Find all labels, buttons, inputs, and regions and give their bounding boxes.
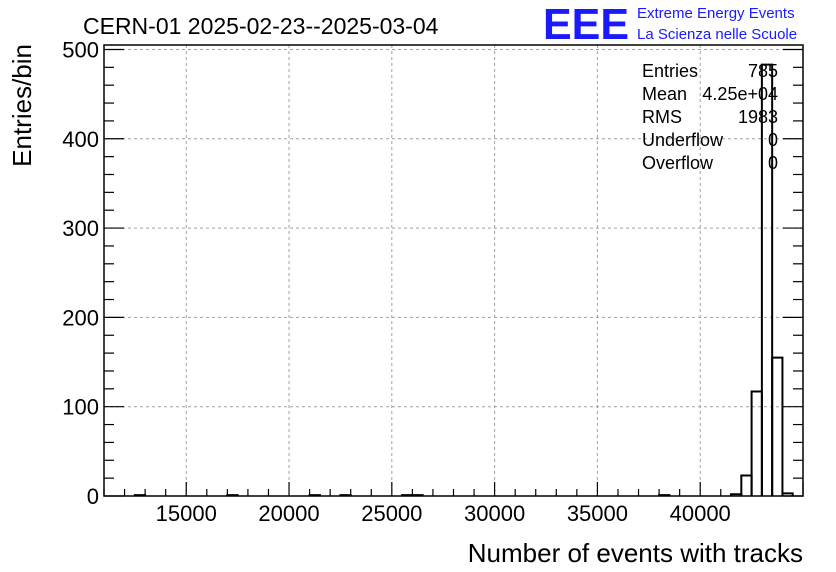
grid-layer — [104, 45, 803, 496]
logo-line1: Extreme Energy Events — [637, 5, 795, 22]
tick-labels: 15000 20000 25000 30000 35000 40000 0 100 200 300… — [62, 37, 731, 526]
stats-value: 0 — [768, 153, 778, 173]
logo-mark: EEE — [543, 0, 629, 49]
y-axis-label: Entries/bin — [7, 44, 37, 167]
stats-label: Overflow — [642, 153, 714, 173]
x-tick-label: 25000 — [361, 501, 422, 526]
y-tick-label: 300 — [62, 216, 99, 241]
x-tick-label: 35000 — [567, 501, 628, 526]
stats-value: 785 — [748, 61, 778, 81]
logo-line2: La Scienza nelle Scuole — [637, 26, 797, 43]
eee-logo: EEE Extreme Energy Events La Scienza nel… — [543, 0, 797, 49]
y-tick-label: 0 — [87, 484, 99, 509]
y-tick-label: 100 — [62, 395, 99, 420]
x-tick-label: 30000 — [464, 501, 525, 526]
stats-label: Underflow — [642, 130, 724, 150]
stats-value: 1983 — [738, 107, 778, 127]
histogram-bar — [771, 356, 784, 496]
histogram-bar — [760, 63, 774, 496]
axis-ticks — [103, 48, 804, 497]
histogram-bar — [740, 474, 753, 496]
stats-label: RMS — [642, 107, 682, 127]
x-tick-label: 40000 — [670, 501, 731, 526]
plot-frame — [103, 44, 804, 497]
stats-label: Entries — [642, 61, 698, 81]
y-tick-label: 500 — [62, 37, 99, 62]
chart-title: CERN-01 2025-02-23--2025-03-04 — [83, 13, 439, 39]
stats-box: Entries 785 Mean 4.25e+04 RMS 1983 Underflow 0 O… — [642, 61, 778, 173]
y-tick-label: 400 — [62, 127, 99, 152]
y-tick-label: 200 — [62, 305, 99, 330]
stats-value: 4.25e+04 — [702, 84, 778, 104]
x-tick-label: 20000 — [258, 501, 319, 526]
x-tick-label: 15000 — [156, 501, 217, 526]
stats-value: 0 — [768, 130, 778, 150]
x-axis-label: Number of events with tracks — [468, 538, 803, 568]
stats-label: Mean — [642, 84, 687, 104]
